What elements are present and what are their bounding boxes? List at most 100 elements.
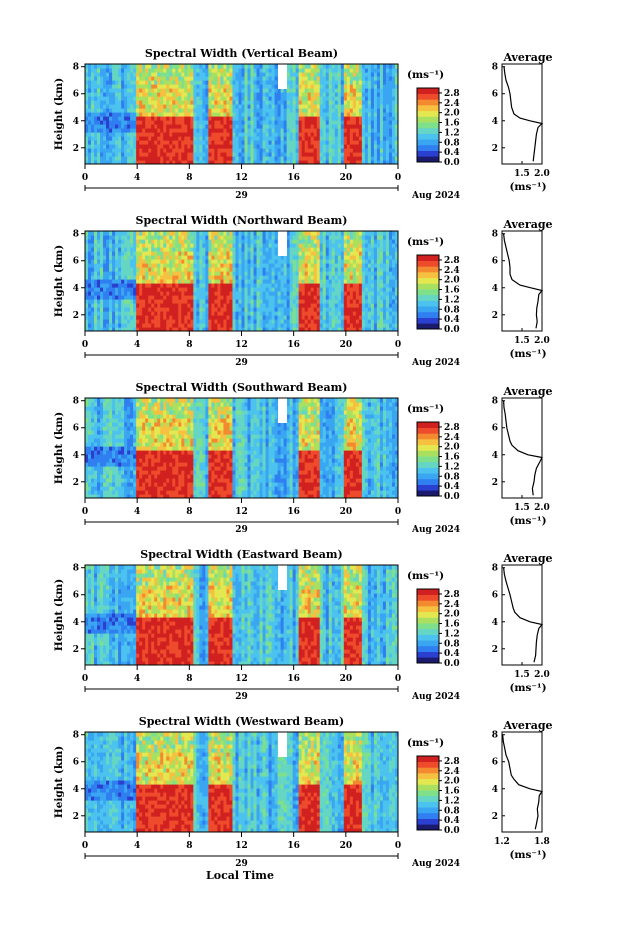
heatmap-cell — [364, 88, 369, 93]
heatmap-cell — [112, 160, 116, 164]
heatmap-cell — [118, 120, 122, 125]
heatmap-cell — [151, 100, 155, 105]
heatmap-cell — [184, 247, 188, 252]
heatmap-cell — [130, 259, 134, 264]
heatmap-cell — [241, 271, 246, 276]
heatmap-cell — [226, 112, 231, 117]
heatmap-cell — [262, 319, 267, 324]
heatmap-cell — [328, 116, 333, 121]
heatmap-cell — [274, 319, 279, 324]
heatmap-cell — [142, 267, 146, 272]
heatmap-cell — [190, 112, 194, 117]
heatmap-cell — [253, 247, 258, 252]
heatmap-cell — [142, 311, 146, 316]
heatmap-cell — [250, 299, 255, 304]
heatmap-cell — [226, 295, 231, 300]
heatmap-cell — [121, 323, 125, 328]
heatmap-cell — [220, 271, 225, 276]
heatmap-cell — [127, 303, 131, 308]
heatmap-cell — [211, 152, 216, 157]
heatmap-cell — [256, 64, 261, 69]
heatmap-cell — [280, 283, 285, 288]
heatmap-cell — [337, 303, 342, 308]
heatmap-cell — [220, 283, 225, 288]
heatmap-cell — [106, 251, 110, 256]
heatmap-cell — [217, 271, 222, 276]
heatmap-cell — [166, 315, 170, 320]
heatmap-cell — [334, 160, 339, 164]
heatmap-cell — [319, 72, 324, 77]
heatmap-cell — [316, 239, 321, 244]
heatmap-cell — [310, 124, 315, 129]
heatmap-cell — [277, 319, 282, 324]
heatmap-cell — [220, 68, 225, 73]
heatmap-cell — [115, 239, 119, 244]
heatmap-cell — [331, 235, 336, 240]
heatmap-cell — [307, 84, 312, 89]
heatmap-cell — [109, 299, 113, 304]
heatmap-cell — [367, 68, 372, 73]
heatmap-cell — [106, 100, 110, 105]
heatmap-cell — [358, 311, 363, 316]
heatmap-cell — [268, 259, 273, 264]
heatmap-cell — [106, 291, 110, 296]
heatmap-cell — [109, 116, 113, 121]
heatmap-cell — [391, 144, 396, 149]
heatmap-cell — [304, 64, 309, 69]
heatmap-cell — [109, 72, 113, 77]
heatmap-cell — [229, 291, 234, 296]
heatmap-cell — [325, 307, 330, 312]
heatmap-cell — [202, 160, 206, 164]
heatmap-cell — [151, 319, 155, 324]
heatmap-cell — [265, 92, 270, 97]
heatmap-cell — [364, 152, 369, 157]
heatmap-cell — [238, 327, 243, 331]
heatmap-cell — [313, 303, 318, 308]
heatmap-cell — [379, 140, 384, 145]
heatmap-cell — [301, 120, 306, 125]
heatmap-cell — [247, 239, 252, 244]
heatmap-cell — [316, 104, 321, 109]
heatmap-cell — [343, 160, 348, 164]
heatmap-cell — [205, 259, 209, 264]
heatmap-cell — [310, 72, 315, 77]
heatmap-cell — [94, 128, 98, 133]
heatmap-cell — [232, 287, 237, 292]
heatmap-cell — [127, 287, 131, 292]
heatmap-cell — [361, 116, 366, 121]
heatmap-cell — [313, 120, 318, 125]
heatmap-cell — [139, 68, 143, 73]
heatmap-cell — [142, 283, 146, 288]
heatmap-cell — [169, 120, 173, 125]
heatmap-cell — [286, 327, 291, 331]
heatmap-cell — [199, 112, 203, 117]
heatmap-cell — [295, 323, 300, 328]
heatmap-cell — [334, 76, 339, 81]
heatmap-cell — [337, 104, 342, 109]
heatmap-cell — [85, 144, 89, 149]
heatmap-cell — [160, 88, 164, 93]
heatmap-cell — [346, 152, 351, 157]
heatmap-cell — [256, 311, 261, 316]
heatmap-cell — [253, 319, 258, 324]
heatmap-cell — [190, 287, 194, 292]
heatmap-cell — [100, 275, 104, 280]
heatmap-cell — [100, 96, 104, 101]
heatmap-cell — [121, 327, 125, 331]
heatmap-cell — [109, 104, 113, 109]
heatmap-cell — [352, 92, 357, 97]
heatmap-cell — [121, 287, 125, 292]
heatmap-cell — [154, 231, 158, 236]
heatmap-cell — [97, 235, 101, 240]
heatmap-cell — [199, 287, 203, 292]
heatmap-cell — [331, 243, 336, 248]
heatmap-cell — [94, 104, 98, 109]
heatmap-cell — [115, 80, 119, 85]
heatmap-cell — [169, 72, 173, 77]
heatmap-cell — [391, 136, 396, 141]
heatmap-cell — [286, 307, 291, 312]
heatmap-cell — [322, 231, 327, 236]
heatmap-cell — [202, 239, 206, 244]
heatmap-cell — [115, 124, 119, 129]
heatmap-cell — [121, 160, 125, 164]
